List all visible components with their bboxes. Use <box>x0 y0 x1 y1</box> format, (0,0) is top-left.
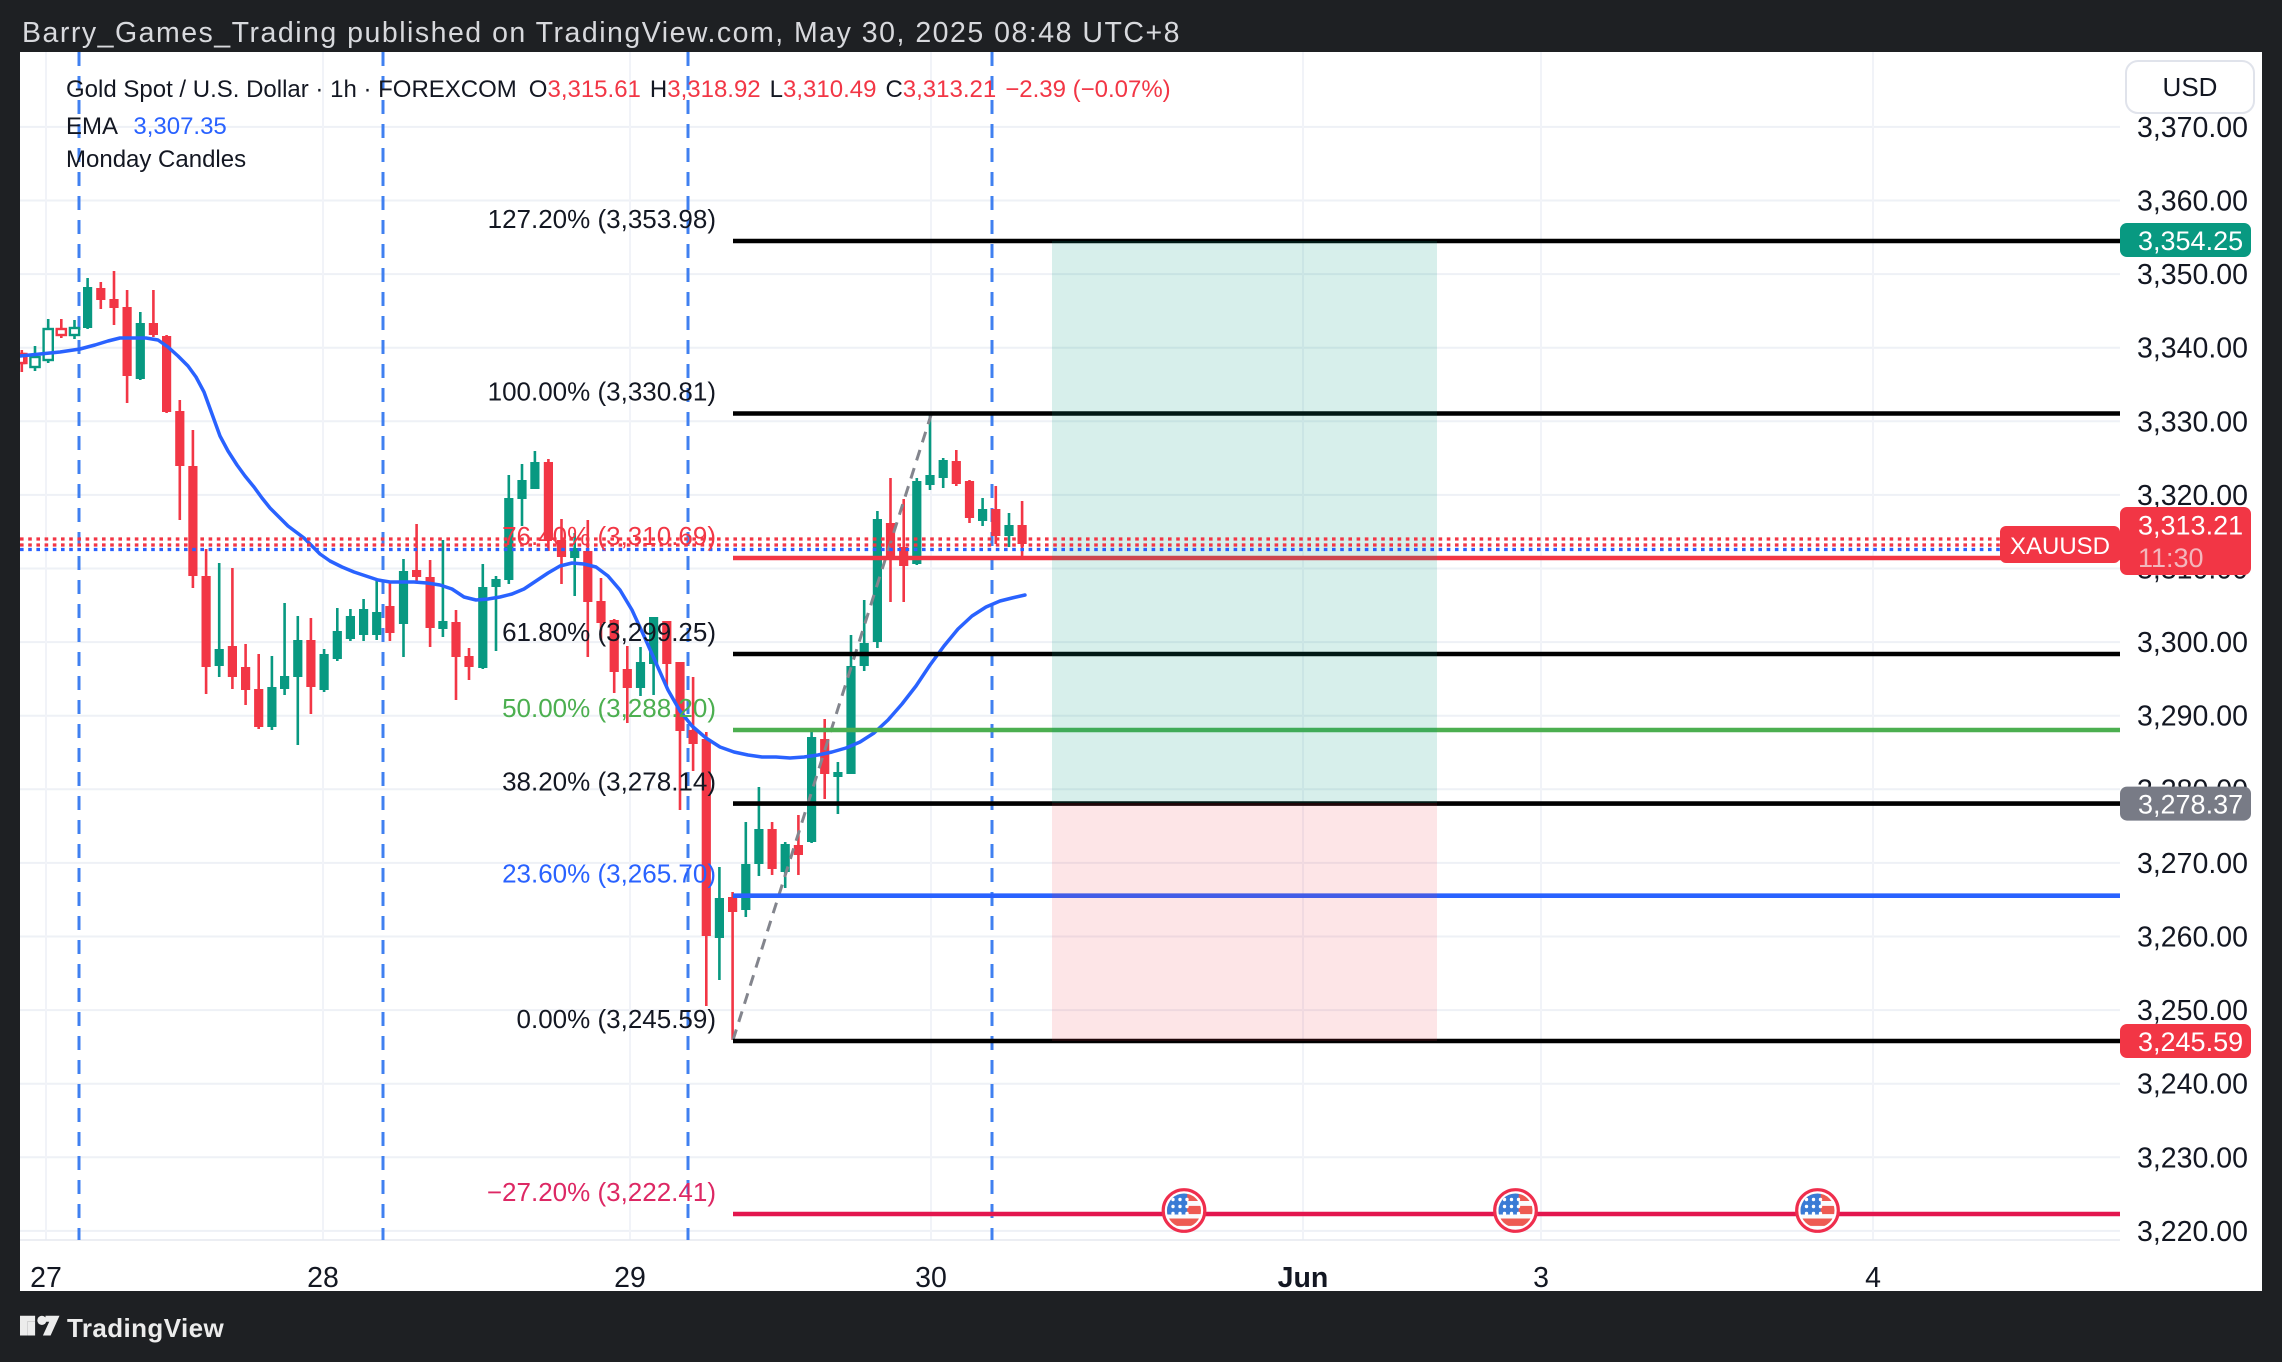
svg-text:3,350.00: 3,350.00 <box>2137 259 2248 291</box>
svg-text:EMA 3,307.35: EMA 3,307.35 <box>66 113 227 140</box>
svg-text:Gold Spot / U.S. Dollar · 1h ·: Gold Spot / U.S. Dollar · 1h · FOREXCOM O… <box>66 76 1171 103</box>
svg-text:27: 27 <box>30 1262 62 1294</box>
svg-text:76.40% (3,310.69): 76.40% (3,310.69) <box>502 521 716 551</box>
svg-text:3,230.00: 3,230.00 <box>2137 1142 2248 1174</box>
svg-text:100.00% (3,330.81): 100.00% (3,330.81) <box>488 377 716 407</box>
svg-text:38.20% (3,278.14): 38.20% (3,278.14) <box>502 767 716 797</box>
svg-text:3: 3 <box>1533 1262 1549 1294</box>
svg-text:XAUUSD: XAUUSD <box>2010 533 2110 560</box>
svg-text:29: 29 <box>614 1262 646 1294</box>
svg-text:3,270.00: 3,270.00 <box>2137 848 2248 880</box>
svg-text:Jun: Jun <box>1278 1262 1329 1294</box>
svg-text:3,220.00: 3,220.00 <box>2137 1216 2248 1248</box>
svg-text:3,240.00: 3,240.00 <box>2137 1069 2248 1101</box>
svg-text:USD: USD <box>2163 72 2218 102</box>
svg-text:−27.20% (3,222.41): −27.20% (3,222.41) <box>487 1177 716 1207</box>
svg-text:3,300.00: 3,300.00 <box>2137 627 2248 659</box>
svg-text:50.00% (3,288.20): 50.00% (3,288.20) <box>502 693 716 723</box>
svg-text:30: 30 <box>915 1262 947 1294</box>
svg-text:23.60% (3,265.70): 23.60% (3,265.70) <box>502 859 716 889</box>
svg-text:3,320.00: 3,320.00 <box>2137 480 2248 512</box>
svg-text:4: 4 <box>1865 1262 1881 1294</box>
svg-text:Monday Candles: Monday Candles <box>66 146 246 173</box>
svg-text:3,313.21: 3,313.21 <box>2138 511 2243 541</box>
svg-text:61.80% (3,299.25): 61.80% (3,299.25) <box>502 617 716 647</box>
svg-text:3,360.00: 3,360.00 <box>2137 186 2248 218</box>
svg-text:3,340.00: 3,340.00 <box>2137 333 2248 365</box>
svg-text:3,290.00: 3,290.00 <box>2137 701 2248 733</box>
svg-text:TradingView: TradingView <box>67 1313 224 1343</box>
svg-text:3,245.59: 3,245.59 <box>2138 1027 2243 1057</box>
svg-text:3,370.00: 3,370.00 <box>2137 112 2248 144</box>
svg-text:Barry_Games_Trading published: Barry_Games_Trading published on Trading… <box>22 17 1181 49</box>
svg-text:3,278.37: 3,278.37 <box>2138 790 2243 820</box>
svg-text:11:30: 11:30 <box>2138 543 2204 573</box>
svg-text:3,330.00: 3,330.00 <box>2137 406 2248 438</box>
svg-text:3,354.25: 3,354.25 <box>2138 226 2243 256</box>
svg-text:28: 28 <box>307 1262 339 1294</box>
svg-text:3,250.00: 3,250.00 <box>2137 995 2248 1027</box>
svg-text:0.00% (3,245.59): 0.00% (3,245.59) <box>517 1004 716 1034</box>
svg-text:127.20% (3,353.98): 127.20% (3,353.98) <box>488 204 716 234</box>
svg-text:3,260.00: 3,260.00 <box>2137 922 2248 954</box>
